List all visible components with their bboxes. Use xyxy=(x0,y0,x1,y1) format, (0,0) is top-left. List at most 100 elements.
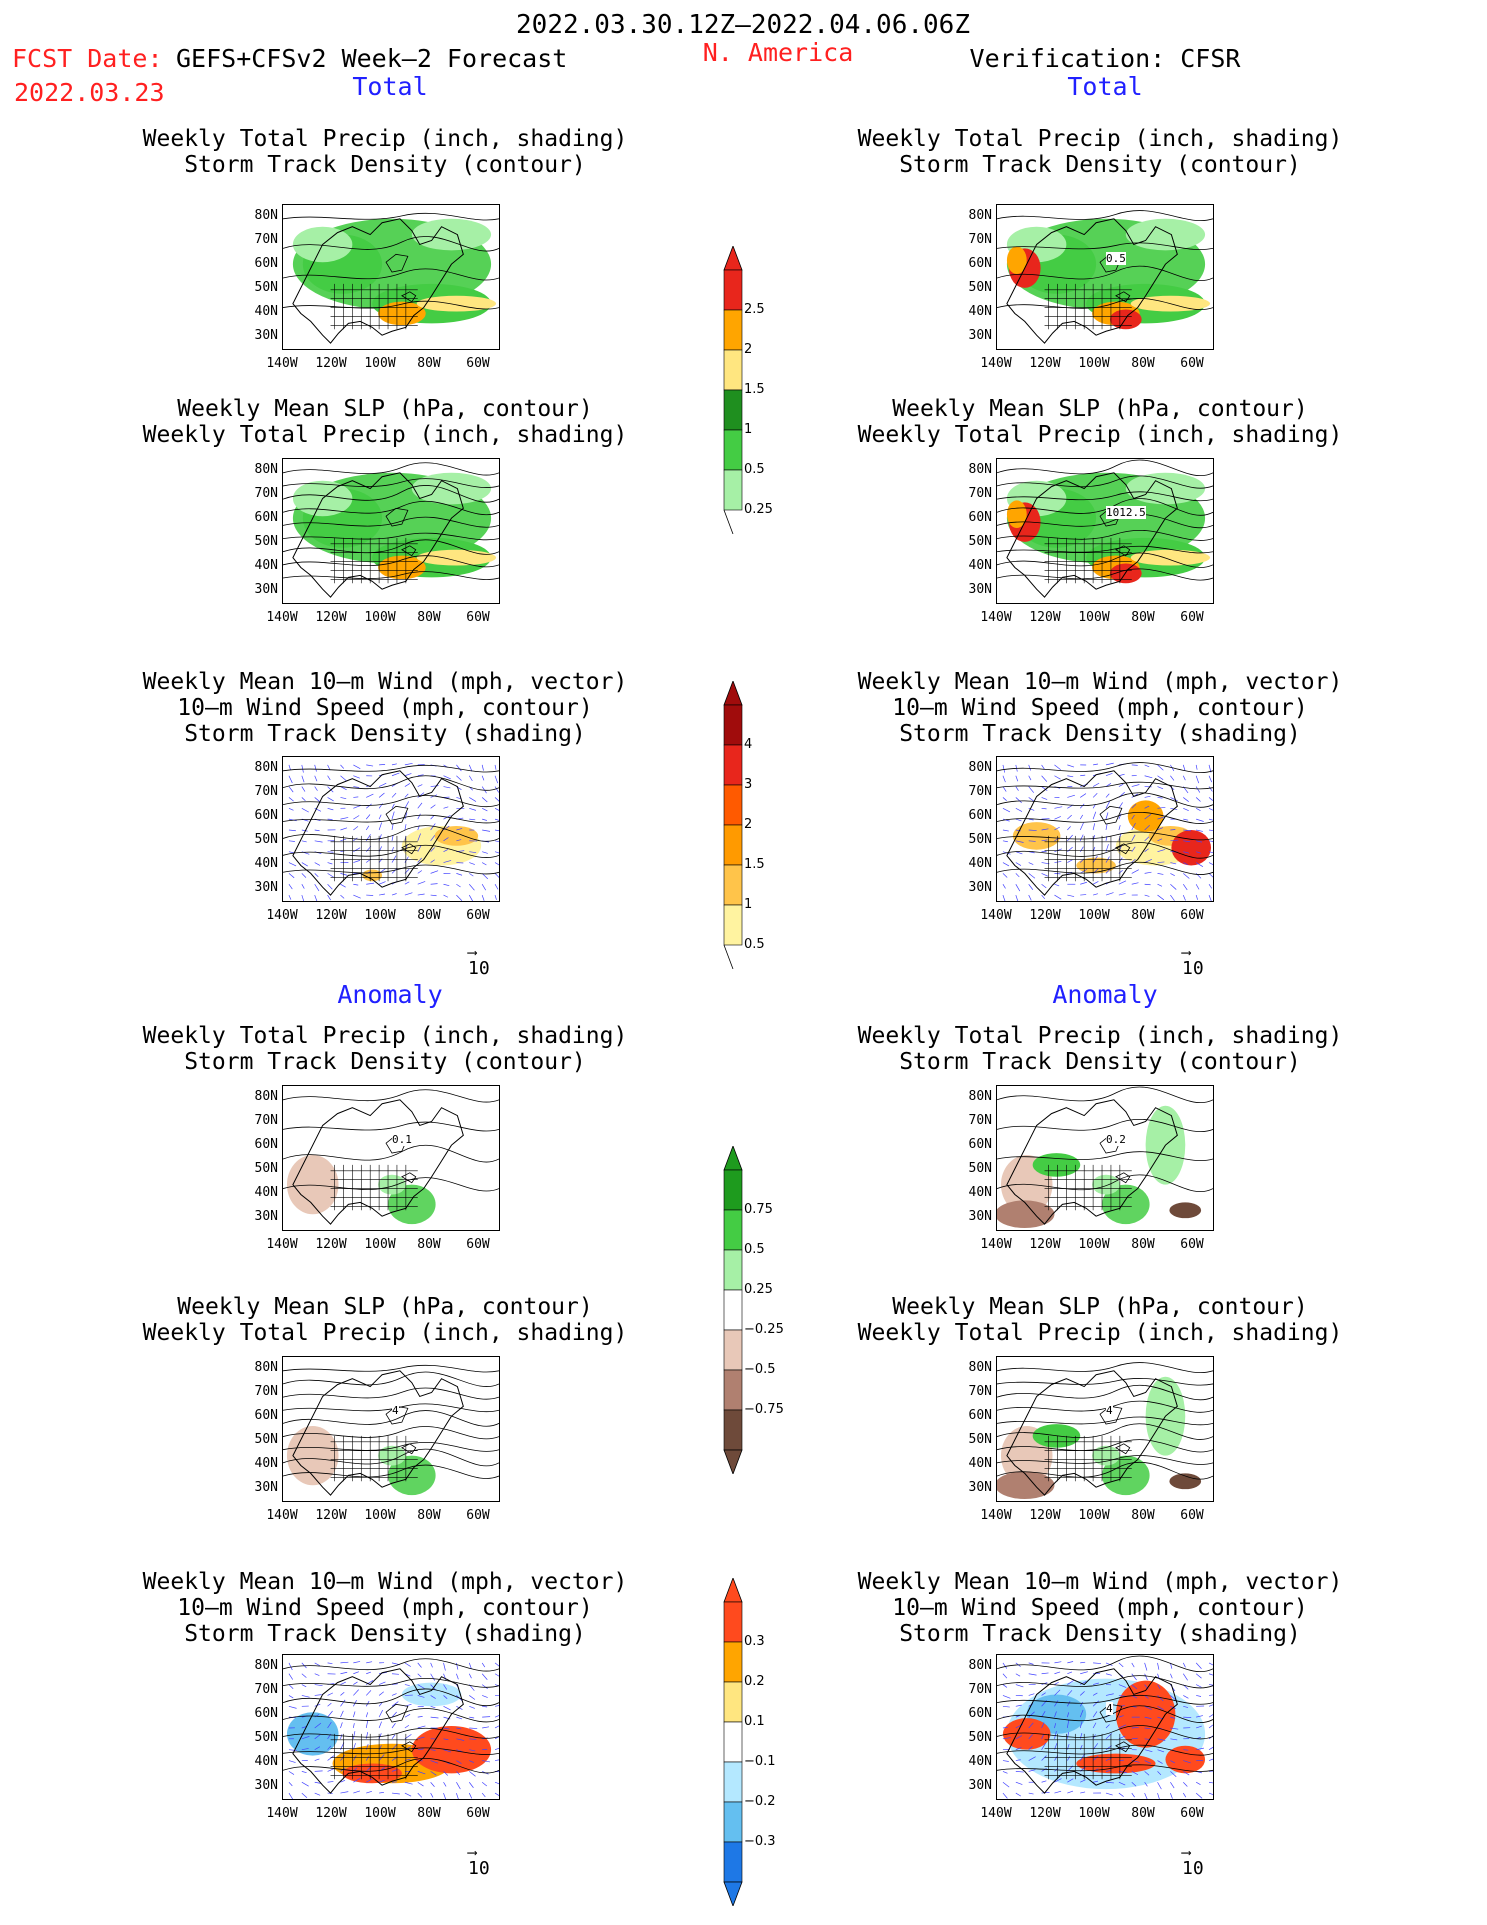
obs-wind-total-title-line-3: Storm Track Density (shading) xyxy=(899,721,1301,747)
fcst-slp-anom-lat-label: 70N xyxy=(254,1384,278,1399)
fcst-precip-total-lat-label: 40N xyxy=(254,304,278,319)
fcst-wind-anom-title-line-2: 10–m Wind Speed (mph, contour) xyxy=(177,1595,593,1621)
obs-precip-total-lon-label: 140W xyxy=(980,356,1012,371)
obs-precip-anom-map xyxy=(996,1085,1214,1231)
obs-slp-anom-contour-label: 4 xyxy=(1106,1404,1113,1417)
obs-wind-total-map xyxy=(996,756,1214,902)
obs-wind-total-vector-ref: ⟶ 10 xyxy=(1182,945,1204,979)
fcst-wind-anom-map xyxy=(282,1654,500,1800)
fcst-precip-total-lat-label: 60N xyxy=(254,256,278,271)
fcst-wind-anom-lon-label: 80W xyxy=(417,1806,441,1821)
fcst-precip-anom-lat-label: 70N xyxy=(254,1113,278,1128)
fcst-precip-total-lat-label: 50N xyxy=(254,280,278,295)
fcst-slp-anom-contour-label: 4 xyxy=(392,1404,399,1417)
obs-precip-anom-lat-label: 50N xyxy=(968,1161,992,1176)
fcst-slp-anom-lon-label: 100W xyxy=(364,1508,396,1523)
obs-slp-total-lon-label: 60W xyxy=(1180,610,1204,625)
colorbar-std-anom-label: −0.1 xyxy=(744,1754,776,1769)
obs-precip-anom-lon-label: 100W xyxy=(1078,1237,1110,1252)
obs-slp-anom-lat-label: 40N xyxy=(968,1456,992,1471)
obs-wind-anom-lat-label: 40N xyxy=(968,1754,992,1769)
section-anomaly-fcst: Anomaly xyxy=(337,980,443,1009)
obs-wind-total-lon-label: 100W xyxy=(1078,908,1110,923)
colorbar-precip-total xyxy=(718,244,748,535)
obs-wind-total-title-line-1: Weekly Mean 10–m Wind (mph, vector) xyxy=(857,669,1343,695)
obs-wind-total-title-line-2: 10–m Wind Speed (mph, contour) xyxy=(892,695,1308,721)
obs-wind-total-lat-label: 40N xyxy=(968,856,992,871)
fcst-slp-total-title-line-2: Weekly Total Precip (inch, shading) xyxy=(142,422,628,448)
fcst-precip-anom-contour-label: 0.1 xyxy=(392,1133,412,1146)
obs-wind-anom-lat-label: 70N xyxy=(968,1682,992,1697)
fcst-wind-total-lon-label: 140W xyxy=(266,908,298,923)
colorbar-std-total-label: 0.5 xyxy=(744,937,765,952)
fcst-slp-anom-lon-label: 120W xyxy=(315,1508,347,1523)
fcst-precip-anom-title-line-1: Weekly Total Precip (inch, shading) xyxy=(142,1023,628,1049)
obs-precip-anom-lon-label: 120W xyxy=(1029,1237,1061,1252)
colorbar-std-total-label: 3 xyxy=(744,777,753,792)
obs-precip-total-title-line-2: Storm Track Density (contour) xyxy=(899,152,1301,178)
fcst-slp-total-title-line-1: Weekly Mean SLP (hPa, contour) xyxy=(177,396,593,422)
region-title: N. America xyxy=(702,38,854,67)
fcst-wind-anom-vector-ref-value: 10 xyxy=(468,1858,490,1879)
colorbar-std-total-label: 1 xyxy=(744,897,753,912)
obs-wind-total-lon-label: 80W xyxy=(1131,908,1155,923)
obs-precip-total-contour-label: 0.5 xyxy=(1106,252,1126,265)
fcst-precip-total-lat-label: 70N xyxy=(254,232,278,247)
obs-precip-anom-lat-label: 80N xyxy=(968,1089,992,1104)
fcst-wind-anom-lon-label: 100W xyxy=(364,1806,396,1821)
obs-wind-total-lon-label: 60W xyxy=(1180,908,1204,923)
fcst-wind-total-lon-label: 80W xyxy=(417,908,441,923)
fcst-wind-total-lon-label: 120W xyxy=(315,908,347,923)
colorbar-std-total-label: 1.5 xyxy=(744,857,765,872)
section-anomaly-obs: Anomaly xyxy=(1052,980,1158,1009)
colorbar-std-anom-label: 0.3 xyxy=(744,1634,765,1649)
colorbar-std-anom-label: −0.2 xyxy=(744,1794,776,1809)
fcst-precip-anom-map xyxy=(282,1085,500,1231)
obs-slp-anom-lon-label: 80W xyxy=(1131,1508,1155,1523)
obs-slp-anom-map xyxy=(996,1356,1214,1502)
obs-slp-anom-lat-label: 50N xyxy=(968,1432,992,1447)
obs-precip-anom-title-line-2: Storm Track Density (contour) xyxy=(899,1049,1301,1075)
obs-precip-anom-contour-label: 0.2 xyxy=(1106,1133,1126,1146)
obs-slp-anom-title-line-1: Weekly Mean SLP (hPa, contour) xyxy=(892,1294,1308,1320)
obs-slp-anom-lat-label: 30N xyxy=(968,1480,992,1495)
obs-precip-anom-lat-label: 70N xyxy=(968,1113,992,1128)
fcst-slp-anom-lat-label: 50N xyxy=(254,1432,278,1447)
obs-slp-anom-lat-label: 70N xyxy=(968,1384,992,1399)
obs-precip-total-lon-label: 120W xyxy=(1029,356,1061,371)
obs-slp-anom-lon-label: 60W xyxy=(1180,1508,1204,1523)
colorbar-precip-anom-label: 0.25 xyxy=(744,1282,773,1297)
obs-slp-anom-lon-label: 100W xyxy=(1078,1508,1110,1523)
fcst-slp-anom-title-line-1: Weekly Mean SLP (hPa, contour) xyxy=(177,1294,593,1320)
section-total-obs: Total xyxy=(1067,72,1143,101)
obs-precip-anom-title-line-1: Weekly Total Precip (inch, shading) xyxy=(857,1023,1343,1049)
obs-wind-anom-lon-label: 140W xyxy=(980,1806,1012,1821)
colorbar-precip-total-label: 1.5 xyxy=(744,382,765,397)
obs-wind-anom-lon-label: 60W xyxy=(1180,1806,1204,1821)
fcst-wind-anom-lat-label: 50N xyxy=(254,1730,278,1745)
obs-wind-total-lat-label: 50N xyxy=(968,832,992,847)
obs-slp-total-lon-label: 100W xyxy=(1078,610,1110,625)
obs-slp-total-title-line-2: Weekly Total Precip (inch, shading) xyxy=(857,422,1343,448)
obs-precip-total-lon-label: 80W xyxy=(1131,356,1155,371)
fcst-wind-anom-title-line-3: Storm Track Density (shading) xyxy=(184,1621,586,1647)
obs-wind-anom-lat-label: 80N xyxy=(968,1658,992,1673)
fcst-precip-anom-lon-label: 60W xyxy=(466,1237,490,1252)
obs-slp-total-lat-label: 40N xyxy=(968,558,992,573)
fcst-slp-total-map xyxy=(282,458,500,604)
fcst-wind-total-vector-ref-value: 10 xyxy=(468,958,490,979)
fcst-precip-anom-title-line-2: Storm Track Density (contour) xyxy=(184,1049,586,1075)
fcst-date: 2022.03.23 xyxy=(14,78,165,107)
fcst-precip-total-lon-label: 100W xyxy=(364,356,396,371)
fcst-wind-total-title-line-3: Storm Track Density (shading) xyxy=(184,721,586,747)
obs-slp-total-lat-label: 30N xyxy=(968,582,992,597)
fcst-slp-anom-lon-label: 60W xyxy=(466,1508,490,1523)
obs-slp-total-lat-label: 50N xyxy=(968,534,992,549)
obs-precip-total-lat-label: 30N xyxy=(968,328,992,343)
colorbar-precip-total-label: 1 xyxy=(744,422,753,437)
section-total-fcst: Total xyxy=(352,72,428,101)
obs-slp-total-lon-label: 140W xyxy=(980,610,1012,625)
colorbar-precip-anom-label: −0.5 xyxy=(744,1362,776,1377)
colorbar-precip-anom-label: 0.5 xyxy=(744,1242,765,1257)
colorbar-precip-total-label: 2 xyxy=(744,342,753,357)
